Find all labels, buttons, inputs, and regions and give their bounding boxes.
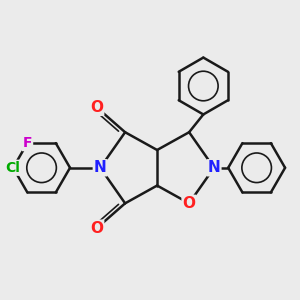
Text: N: N [208, 160, 220, 175]
Text: N: N [94, 160, 106, 175]
Text: F: F [22, 136, 32, 150]
Text: Cl: Cl [6, 161, 21, 175]
Text: O: O [183, 196, 196, 211]
Text: O: O [90, 100, 103, 115]
Text: O: O [90, 221, 103, 236]
